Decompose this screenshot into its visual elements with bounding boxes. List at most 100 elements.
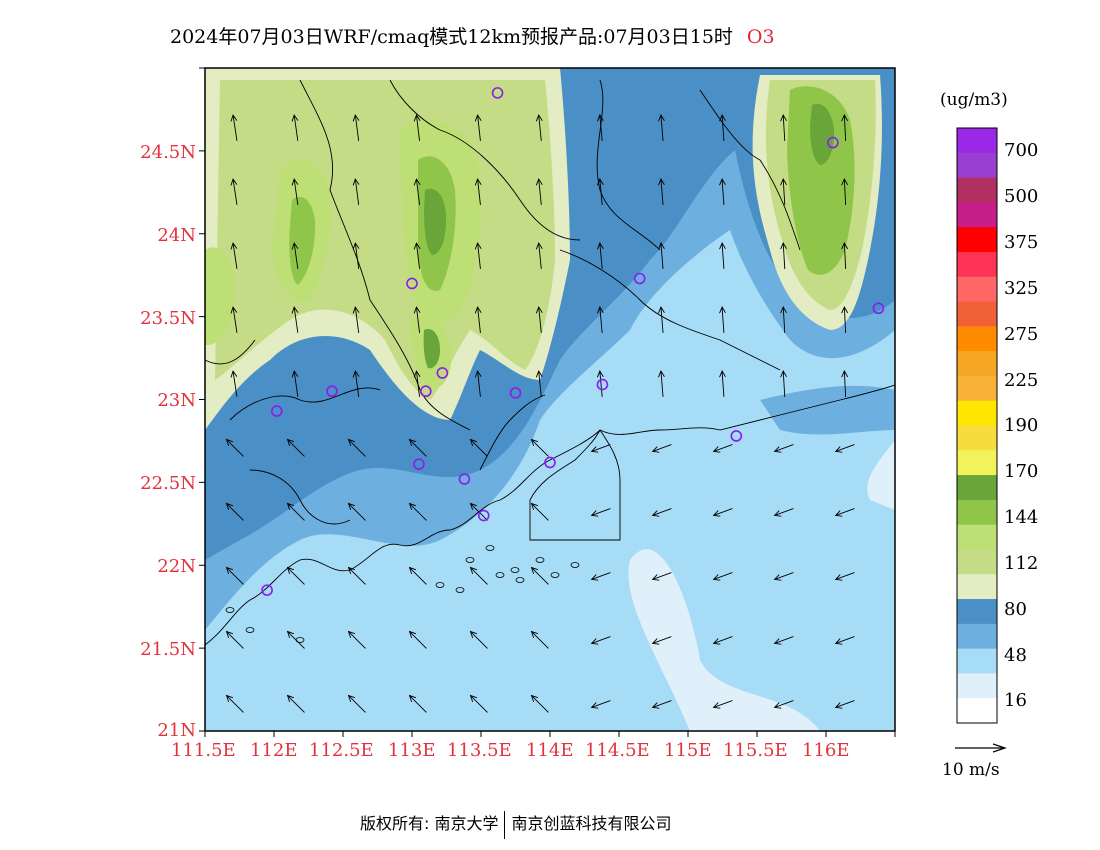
colorbar-unit: (ug/m3) bbox=[940, 90, 1008, 110]
colorbar-label: 375 bbox=[1004, 232, 1039, 253]
lon-label: 113.5E bbox=[447, 740, 512, 761]
station-marker bbox=[326, 385, 338, 398]
colorbar-segment bbox=[957, 673, 997, 699]
lat-label: 21.5N bbox=[140, 639, 196, 660]
wind-arrow bbox=[409, 439, 427, 457]
wind-arrow bbox=[232, 243, 238, 269]
wind-arrow-head bbox=[469, 502, 478, 511]
boundary-line bbox=[205, 384, 895, 646]
wind-arrow-head bbox=[286, 566, 295, 575]
lon-label: 113E bbox=[388, 740, 436, 761]
wind-arrow bbox=[232, 307, 238, 333]
station-marker bbox=[270, 405, 283, 417]
wind-arrow-head bbox=[590, 574, 599, 581]
wind-arrow bbox=[835, 572, 855, 580]
colorbar-frame bbox=[956, 127, 998, 724]
wind-arrow bbox=[660, 371, 664, 397]
wind-arrow-head bbox=[230, 242, 238, 250]
wind-arrow bbox=[843, 242, 847, 270]
wind-arrow-head bbox=[658, 242, 665, 250]
wind-arrow-head bbox=[408, 566, 417, 575]
wind-arrow-head bbox=[719, 370, 726, 378]
map-title: 2024年07月03日WRF/cmaq模式12km预报产品:07月03日15时 O… bbox=[170, 22, 775, 50]
title-text: 2024年07月03日WRF/cmaq模式12km预报产品:07月03日15时 bbox=[170, 26, 733, 48]
wind-arrow bbox=[470, 503, 488, 521]
wind-arrow bbox=[287, 631, 305, 649]
wind-arrow bbox=[538, 307, 542, 333]
wind-arrow bbox=[354, 307, 360, 333]
colorbar-segment bbox=[957, 128, 997, 154]
colorbar-segment bbox=[957, 549, 997, 575]
lat-label: 23N bbox=[157, 390, 196, 411]
wind-arrow-head bbox=[596, 242, 604, 250]
colorbar-label: 48 bbox=[1004, 645, 1027, 666]
wind-arrow bbox=[348, 695, 366, 713]
wind-arrow bbox=[531, 439, 549, 457]
wind-arrow-head bbox=[658, 114, 665, 122]
island-outline bbox=[495, 572, 505, 578]
wind-arrow bbox=[599, 243, 603, 269]
wind-arrow bbox=[782, 178, 786, 206]
wind-arrow bbox=[591, 636, 611, 644]
wind-arrow-head bbox=[712, 574, 721, 581]
copyright-prefix: 版权所有: 南京大学 bbox=[360, 814, 499, 833]
wind-arrow bbox=[287, 567, 305, 585]
wind-arrow bbox=[232, 179, 238, 205]
lat-label: 24.5N bbox=[140, 142, 196, 163]
wind-arrow-head bbox=[347, 502, 356, 511]
wind-arrow-head bbox=[719, 178, 726, 186]
wind-arrow-head bbox=[408, 502, 417, 511]
wind-arrow-head bbox=[719, 114, 726, 122]
wind-arrow-head bbox=[651, 638, 660, 645]
copyright-suffix: 南京创蓝科技有限公司 bbox=[511, 814, 672, 833]
wind-arrow bbox=[591, 444, 611, 452]
lon-label: 115E bbox=[664, 740, 712, 761]
wind-arrow bbox=[477, 307, 481, 333]
boundary-line bbox=[299, 79, 471, 431]
wind-arrow-head bbox=[712, 510, 721, 517]
wind-arrow-head bbox=[773, 638, 782, 645]
wind-arrow bbox=[835, 636, 855, 644]
lon-label: 114E bbox=[526, 740, 574, 761]
wind-arrow-head bbox=[841, 242, 849, 250]
wind-arrow-head bbox=[596, 370, 604, 378]
colorbar-label: 170 bbox=[1004, 461, 1039, 482]
station-marker bbox=[491, 87, 504, 99]
wind-arrow-head bbox=[773, 574, 782, 581]
wind-arrow-head bbox=[834, 574, 843, 581]
wind-arrow bbox=[470, 631, 488, 649]
colorbar-segment bbox=[957, 251, 997, 278]
colorbar-label: 80 bbox=[1004, 599, 1027, 620]
coastline-boundaries bbox=[205, 79, 895, 646]
wind-arrow-head bbox=[291, 306, 299, 314]
wind-arrow-head bbox=[590, 638, 599, 645]
wind-arrow-head bbox=[530, 438, 539, 447]
wind-arrow bbox=[660, 115, 664, 141]
wind-arrow-head bbox=[535, 242, 543, 250]
wind-arrow-head bbox=[347, 630, 356, 639]
colorbar-segment bbox=[957, 326, 997, 352]
wind-arrow bbox=[538, 115, 542, 141]
wind-arrow-head bbox=[530, 502, 539, 511]
wind-arrow-head bbox=[413, 242, 421, 250]
wind-arrow-head bbox=[841, 370, 849, 378]
copyright-footer: 版权所有: 南京大学 南京创蓝科技有限公司 bbox=[360, 810, 672, 839]
wind-arrow bbox=[843, 114, 847, 142]
field-band-16-32 bbox=[628, 549, 820, 731]
boundary-line bbox=[559, 249, 781, 371]
boundary-line bbox=[249, 469, 351, 525]
wind-arrow-head bbox=[347, 694, 356, 703]
island-outline bbox=[485, 545, 495, 551]
island-outline bbox=[550, 572, 560, 578]
wind-arrow bbox=[354, 115, 360, 141]
wind-arrow bbox=[774, 636, 794, 644]
wind-arrow bbox=[782, 242, 786, 270]
wind-arrow bbox=[354, 179, 360, 205]
wind-arrow-head bbox=[651, 702, 660, 709]
wind-arrow bbox=[293, 115, 299, 141]
wind-arrow bbox=[415, 307, 421, 333]
wind-arrow-head bbox=[413, 114, 421, 122]
wind-arrow bbox=[843, 178, 847, 206]
wind-arrow bbox=[226, 695, 244, 713]
